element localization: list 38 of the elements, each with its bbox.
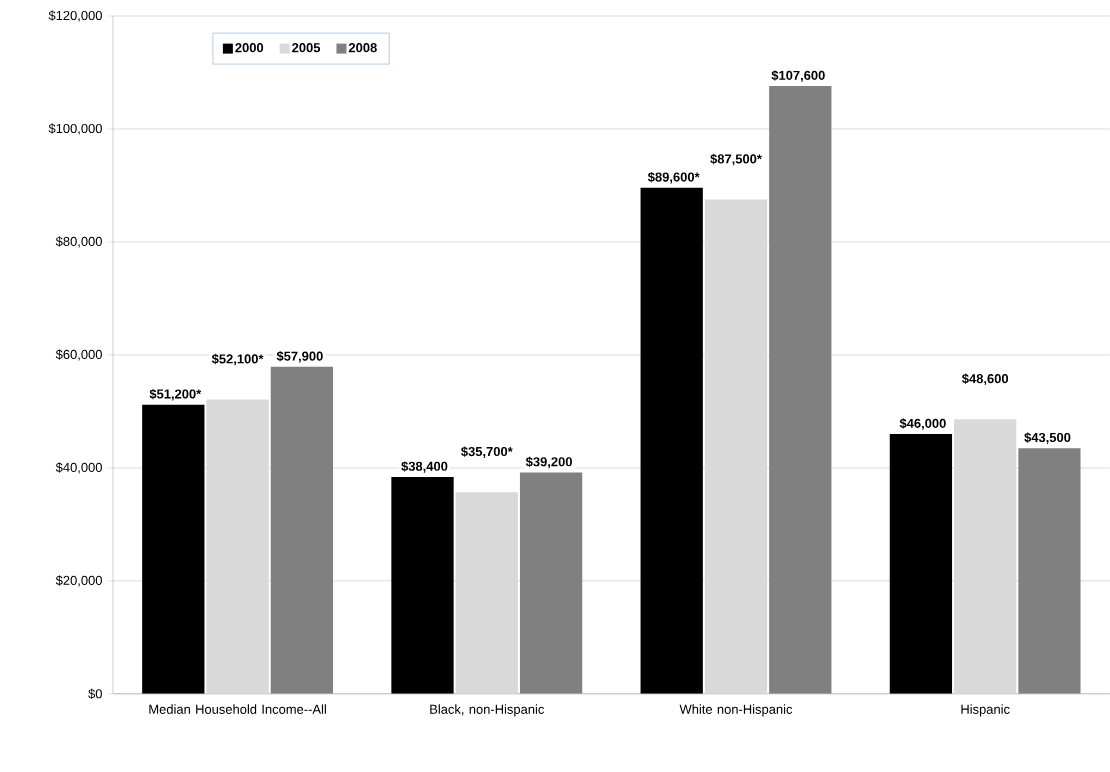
data-label: $46,000 bbox=[899, 418, 946, 430]
data-label: $57,900 bbox=[276, 351, 323, 363]
bar bbox=[769, 86, 832, 694]
data-label: $51,200* bbox=[149, 388, 202, 401]
y-tick-label: $120,000 bbox=[48, 10, 102, 22]
bar bbox=[391, 477, 454, 694]
data-label: $43,500 bbox=[1024, 432, 1071, 444]
data-label: $87,500* bbox=[710, 153, 762, 166]
data-label: $89,600* bbox=[647, 171, 700, 184]
data-label: $38,400 bbox=[401, 461, 448, 473]
y-tick-label: $80,000 bbox=[55, 236, 102, 248]
y-tick-label: $0 bbox=[88, 688, 102, 700]
legend-label: 2000 bbox=[235, 43, 264, 53]
y-tick-label: $100,000 bbox=[48, 123, 102, 135]
x-tick-label: Median Household Income--All bbox=[149, 704, 326, 714]
legend-label: 2008 bbox=[348, 43, 377, 53]
legend-label: 2005 bbox=[292, 43, 321, 53]
data-label: $35,700* bbox=[461, 446, 513, 459]
y-tick-label: $40,000 bbox=[55, 462, 102, 474]
bar bbox=[954, 419, 1017, 694]
x-tick-label: Hispanic bbox=[961, 704, 1010, 717]
x-tick-label: Black, non-Hispanic bbox=[430, 704, 545, 717]
bar bbox=[142, 404, 205, 694]
data-label: $48,600 bbox=[961, 373, 1009, 386]
bar bbox=[889, 434, 953, 694]
data-label: $107,600 bbox=[771, 70, 825, 82]
data-label: $39,200 bbox=[525, 456, 572, 469]
bar bbox=[519, 472, 583, 694]
bar bbox=[270, 366, 334, 694]
bar bbox=[1018, 448, 1081, 694]
bar bbox=[206, 399, 269, 694]
bar bbox=[455, 492, 518, 694]
bar bbox=[704, 199, 768, 694]
y-tick-label: $20,000 bbox=[55, 575, 102, 587]
x-tick-label: White non-Hispanic bbox=[679, 704, 793, 717]
bar bbox=[640, 187, 703, 694]
data-label: $52,100* bbox=[211, 353, 264, 366]
y-tick-label: $60,000 bbox=[55, 349, 102, 361]
